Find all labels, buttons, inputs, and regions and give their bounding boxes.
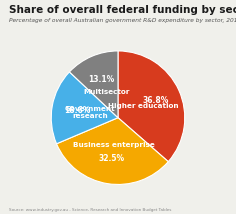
Text: Government
research: Government research <box>65 106 116 119</box>
Wedge shape <box>69 51 118 118</box>
Wedge shape <box>57 118 168 184</box>
Text: Percentage of overall Australian government R&D expenditure by sector, 2015: Percentage of overall Australian governm… <box>9 18 236 23</box>
Text: Higher education: Higher education <box>108 103 179 109</box>
Wedge shape <box>118 51 185 162</box>
Text: 18.6%: 18.6% <box>64 106 90 115</box>
Text: Source: www.industry.gov.au - Science, Research and Innovation Budget Tables: Source: www.industry.gov.au - Science, R… <box>9 208 172 212</box>
Text: Business enterprise: Business enterprise <box>73 142 154 148</box>
Text: 32.5%: 32.5% <box>98 154 125 163</box>
Wedge shape <box>51 72 118 144</box>
Text: 13.1%: 13.1% <box>88 75 115 84</box>
Text: Multisector: Multisector <box>84 89 130 95</box>
Text: 36.8%: 36.8% <box>143 96 169 105</box>
Text: Share of overall federal funding by sector: Share of overall federal funding by sect… <box>9 5 236 15</box>
